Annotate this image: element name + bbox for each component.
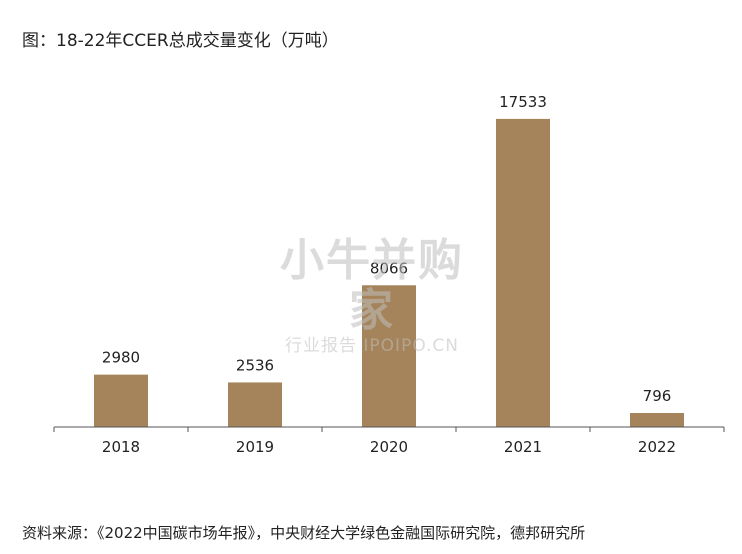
x-tick-label-2018: 2018 (102, 438, 140, 456)
bar-2020 (362, 285, 416, 427)
data-label-2022: 796 (643, 387, 672, 405)
x-tick-label-2022: 2022 (638, 438, 676, 456)
x-tick-label-2020: 2020 (370, 438, 408, 456)
data-label-2020: 8066 (370, 259, 408, 277)
data-label-2019: 2536 (236, 356, 274, 374)
data-label-2021: 17533 (499, 93, 547, 111)
bar-2018 (94, 374, 148, 427)
bar-2021 (496, 118, 550, 427)
x-tick-label-2021: 2021 (504, 438, 542, 456)
chart-title: 图：18-22年CCER总成交量变化（万吨） (22, 31, 339, 51)
bar-2022 (630, 413, 684, 427)
source-note: 资料来源：《2022中国碳市场年报》，中央财经大学绿色金融国际研究院，德邦研究所 (22, 524, 586, 542)
data-label-2018: 2980 (102, 349, 140, 367)
bar-2019 (228, 382, 282, 427)
x-tick-label-2019: 2019 (236, 438, 274, 456)
